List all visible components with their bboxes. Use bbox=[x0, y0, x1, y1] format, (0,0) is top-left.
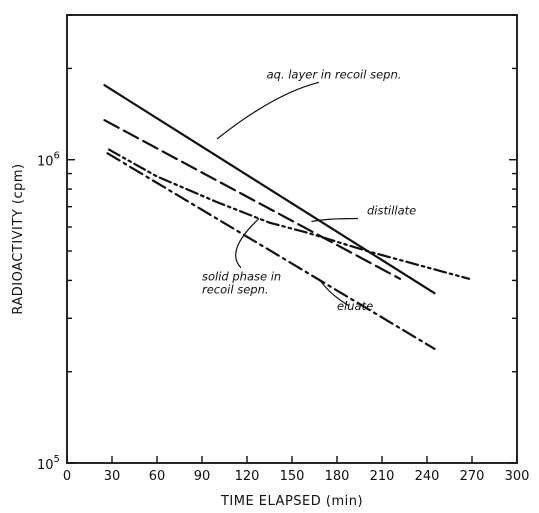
x-tick-label: 150 bbox=[280, 469, 305, 484]
plot-frame bbox=[66, 14, 518, 464]
y-axis-label: RADIOACTIVITY (cpm) bbox=[11, 163, 26, 314]
x-tick-label: 270 bbox=[460, 469, 485, 484]
annotation-leader bbox=[216, 81, 320, 140]
annotation-leader bbox=[318, 278, 350, 307]
x-tick-label: 30 bbox=[104, 469, 121, 484]
series-annotation: aq. layer in recoil sepn. bbox=[267, 68, 402, 82]
series-line bbox=[103, 119, 402, 280]
x-tick-label: 180 bbox=[325, 469, 350, 484]
x-tick-label: 120 bbox=[235, 469, 260, 484]
x-tick-label: 60 bbox=[149, 469, 166, 484]
y-tick-label: 106 bbox=[37, 151, 60, 170]
x-tick-label: 240 bbox=[415, 469, 440, 484]
series-annotation: distillate bbox=[367, 203, 416, 217]
x-tick-label: 300 bbox=[505, 469, 530, 484]
series-annotation: solid phase in recoil sepn. bbox=[202, 269, 281, 296]
y-tick-label: 105 bbox=[37, 454, 60, 473]
x-tick-label: 0 bbox=[63, 469, 71, 484]
series-line bbox=[107, 148, 471, 280]
series-line bbox=[103, 84, 436, 295]
x-tick-label: 90 bbox=[194, 469, 211, 484]
x-tick-label: 210 bbox=[370, 469, 395, 484]
series-line bbox=[106, 152, 436, 350]
x-axis-label: TIME ELAPSED (min) bbox=[220, 494, 363, 509]
annotation-leader bbox=[311, 217, 359, 223]
annotation-leader bbox=[235, 218, 260, 269]
series-annotation: eluate bbox=[337, 299, 373, 313]
